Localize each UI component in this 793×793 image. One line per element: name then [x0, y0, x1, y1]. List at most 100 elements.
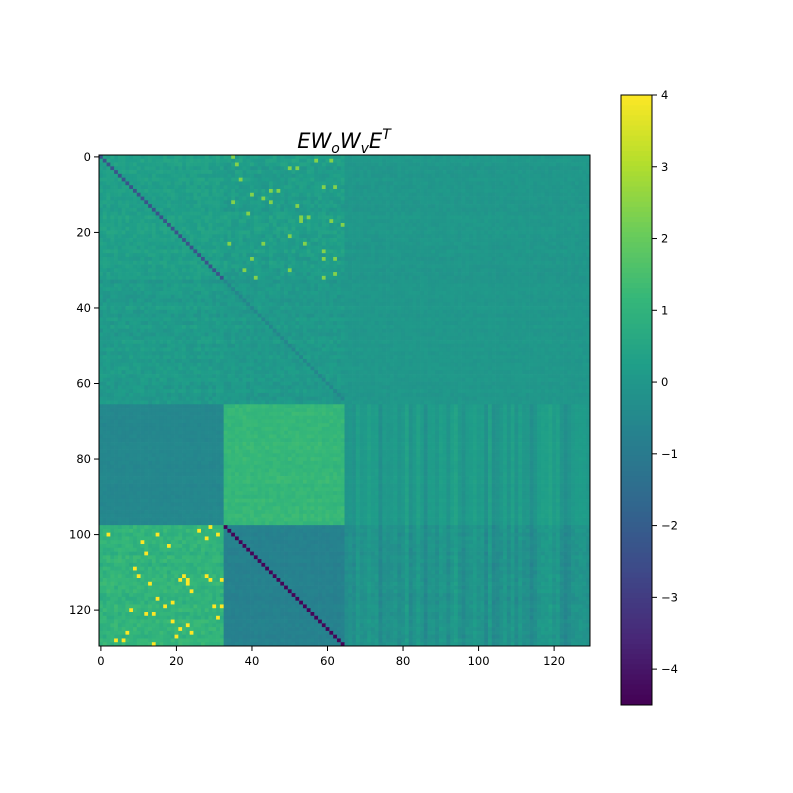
- heatmap-cell: [352, 166, 357, 171]
- heatmap-cell: [197, 185, 202, 190]
- heatmap-cell: [272, 185, 277, 190]
- heatmap-cell: [121, 287, 126, 292]
- heatmap-cell: [465, 283, 470, 288]
- heatmap-cell: [423, 241, 428, 246]
- heatmap-cell: [253, 170, 258, 175]
- heatmap-cell: [231, 222, 236, 228]
- heatmap-cell: [204, 192, 209, 197]
- heatmap-cell: [204, 177, 209, 182]
- heatmap-cell: [488, 294, 493, 299]
- heatmap-cell: [265, 290, 270, 296]
- heatmap-cell: [435, 294, 440, 299]
- heatmap-cell: [265, 170, 270, 175]
- heatmap-cell: [272, 294, 277, 299]
- heatmap-cell: [574, 238, 580, 243]
- heatmap-cell: [114, 181, 119, 186]
- heatmap-cell: [344, 166, 349, 171]
- heatmap-cell: [431, 268, 436, 273]
- heatmap-cell: [431, 290, 436, 296]
- heatmap-cell: [106, 215, 111, 220]
- heatmap-cell: [253, 204, 258, 209]
- heatmap-cell: [204, 245, 209, 250]
- heatmap-cell: [148, 245, 153, 250]
- heatmap-cell: [442, 249, 447, 254]
- heatmap-cell: [121, 170, 126, 175]
- heatmap-cell: [537, 260, 542, 265]
- heatmap-cell: [170, 185, 175, 190]
- heatmap-cell: [234, 188, 240, 194]
- heatmap-cell: [571, 181, 576, 186]
- heatmap-cell: [99, 211, 104, 216]
- heatmap-cell: [208, 162, 213, 167]
- heatmap-cell: [314, 260, 319, 265]
- heatmap-cell: [412, 188, 417, 194]
- heatmap-cell: [397, 279, 402, 284]
- heatmap-cell: [442, 241, 447, 246]
- heatmap-cell: [540, 158, 546, 163]
- heatmap-cell: [185, 177, 190, 182]
- heatmap-cell: [386, 155, 391, 160]
- heatmap-cell: [344, 253, 349, 258]
- heatmap-cell: [386, 287, 391, 292]
- heatmap-cell: [197, 238, 202, 243]
- heatmap-cell: [408, 192, 413, 197]
- heatmap-cell: [529, 275, 534, 280]
- heatmap-cell: [348, 256, 353, 262]
- heatmap-cell: [276, 279, 281, 284]
- heatmap-cell: [393, 294, 398, 299]
- heatmap-cell: [574, 207, 580, 213]
- heatmap-cell: [284, 162, 289, 167]
- heatmap-cell: [125, 185, 130, 190]
- heatmap-cell: [227, 222, 232, 228]
- heatmap-cell: [552, 275, 557, 280]
- heatmap-cell: [465, 238, 470, 243]
- heatmap-cell: [318, 253, 323, 258]
- heatmap-cell: [378, 226, 383, 231]
- heatmap-cell: [197, 204, 202, 209]
- heatmap-cell: [374, 294, 379, 299]
- heatmap-cell: [193, 204, 198, 209]
- heatmap-cell: [121, 173, 126, 179]
- heatmap-cell: [491, 207, 496, 213]
- heatmap-cell: [193, 272, 198, 277]
- heatmap-cell: [423, 219, 428, 224]
- heatmap-cell: [544, 192, 549, 197]
- heatmap-cell: [563, 219, 568, 224]
- heatmap-cell: [420, 283, 425, 288]
- heatmap-cell: [148, 290, 153, 296]
- heatmap-cell: [472, 155, 478, 160]
- heatmap-cell: [208, 170, 213, 175]
- heatmap-cell: [382, 204, 387, 209]
- heatmap-cell: [355, 166, 360, 171]
- heatmap-cell: [457, 155, 462, 160]
- heatmap-cell: [556, 192, 561, 197]
- heatmap-cell: [284, 283, 289, 288]
- heatmap-cell: [469, 241, 474, 246]
- heatmap-cell: [302, 238, 308, 243]
- heatmap-cell: [321, 283, 326, 288]
- heatmap-cell: [333, 230, 338, 235]
- heatmap-cell: [355, 287, 360, 292]
- heatmap-cell: [197, 170, 202, 175]
- heatmap-cell: [367, 230, 372, 235]
- heatmap-cell: [257, 241, 262, 246]
- heatmap-cell: [559, 294, 564, 299]
- heatmap-cell: [389, 241, 394, 246]
- heatmap-cell: [386, 264, 391, 269]
- heatmap-cell: [397, 260, 402, 265]
- heatmap-cell: [382, 200, 387, 205]
- heatmap-cell: [238, 238, 243, 243]
- heatmap-cell: [556, 272, 561, 277]
- heatmap-cell: [495, 188, 500, 194]
- heatmap-cell: [412, 185, 417, 190]
- heatmap-cell: [461, 287, 466, 292]
- heatmap-cell: [291, 162, 296, 167]
- heatmap-cell: [102, 155, 107, 160]
- heatmap-cell: [416, 256, 421, 262]
- heatmap-cell: [200, 241, 206, 246]
- heatmap-cell: [525, 188, 530, 194]
- heatmap-cell: [155, 230, 160, 235]
- heatmap-cell: [204, 215, 209, 220]
- heatmap-cell: [389, 185, 394, 190]
- heatmap-cell: [284, 215, 289, 220]
